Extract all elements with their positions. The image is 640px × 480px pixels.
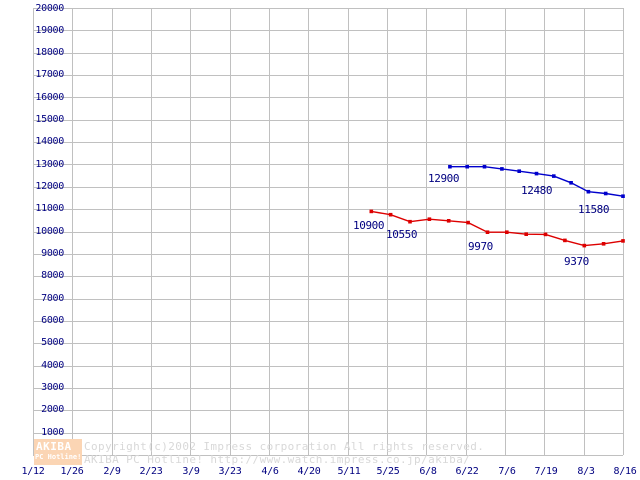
data-point-marker xyxy=(517,169,521,173)
x-tick-5-25: 5/25 xyxy=(376,466,400,477)
akiba-logo-badge: AKIBA PC Hotline! xyxy=(34,439,82,465)
x-tick-2-23: 2/23 xyxy=(139,466,163,477)
data-point-marker xyxy=(505,230,509,234)
y-tick-5000: 5000 xyxy=(41,337,64,348)
data-point-marker xyxy=(563,238,567,243)
data-label-10900: 10900 xyxy=(353,219,385,232)
data-point-marker xyxy=(601,242,606,246)
y-tick-7000: 7000 xyxy=(41,293,64,304)
x-tick-8-3: 8/3 xyxy=(577,466,595,477)
data-point-marker xyxy=(534,171,539,176)
data-point-marker xyxy=(427,217,432,221)
y-tick-3000: 3000 xyxy=(41,382,64,393)
y-tick-10000: 10000 xyxy=(35,226,64,237)
data-point-marker xyxy=(369,209,374,214)
data-label-9370: 9370 xyxy=(564,255,589,268)
watermark-url-line: AKIBA PC Hotline! http://www.watch.impre… xyxy=(84,453,471,466)
x-tick-4-20: 4/20 xyxy=(297,466,321,477)
y-tick-20000: 20000 xyxy=(35,3,64,14)
y-tick-15000: 15000 xyxy=(35,114,64,125)
data-label-12900: 12900 xyxy=(428,172,460,185)
x-tick-1-12: 1/12 xyxy=(21,466,45,477)
x-tick-5-11: 5/11 xyxy=(337,466,361,477)
x-tick-7-19: 7/19 xyxy=(534,466,558,477)
data-point-marker xyxy=(582,243,587,248)
data-point-marker xyxy=(485,230,490,234)
data-point-marker xyxy=(621,239,625,243)
y-tick-1000: 1000 xyxy=(41,427,64,438)
data-point-marker xyxy=(408,219,412,224)
y-tick-16000: 16000 xyxy=(35,92,64,103)
x-tick-7-6: 7/6 xyxy=(498,466,516,477)
grid-lines xyxy=(33,8,624,456)
x-tick-2-9: 2/9 xyxy=(103,466,121,477)
y-tick-11000: 11000 xyxy=(35,203,64,214)
data-point-marker xyxy=(465,164,469,169)
y-tick-14000: 14000 xyxy=(35,136,64,147)
y-tick-18000: 18000 xyxy=(35,47,64,58)
series-blue-series xyxy=(448,164,625,198)
data-point-marker xyxy=(603,191,608,196)
x-tick-3-23: 3/23 xyxy=(218,466,242,477)
data-label-11580: 11580 xyxy=(578,203,610,216)
data-label-10550: 10550 xyxy=(386,228,418,241)
y-tick-17000: 17000 xyxy=(35,69,64,80)
data-series-layer xyxy=(369,164,625,248)
y-tick-9000: 9000 xyxy=(41,248,64,259)
x-tick-8-16: 8/16 xyxy=(613,466,637,477)
data-label-9970: 9970 xyxy=(468,240,493,253)
data-point-marker xyxy=(552,174,556,178)
data-point-marker xyxy=(448,164,452,169)
x-tick-4-6: 4/6 xyxy=(261,466,279,477)
data-point-marker xyxy=(388,212,393,217)
x-tick-6-8: 6/8 xyxy=(419,466,437,477)
data-label-12480: 12480 xyxy=(521,184,553,197)
akiba-logo-top-text: AKIBA xyxy=(36,440,72,453)
data-point-marker xyxy=(621,194,625,198)
data-point-marker xyxy=(446,219,451,223)
series-red-series xyxy=(369,209,625,248)
y-tick-6000: 6000 xyxy=(41,315,64,326)
y-tick-8000: 8000 xyxy=(41,270,64,281)
y-tick-13000: 13000 xyxy=(35,159,64,170)
data-point-marker xyxy=(524,232,528,236)
data-point-marker xyxy=(500,167,504,171)
data-point-marker xyxy=(466,220,470,225)
series-line xyxy=(371,210,624,247)
data-point-marker xyxy=(586,189,591,194)
y-tick-4000: 4000 xyxy=(41,360,64,371)
y-tick-2000: 2000 xyxy=(41,404,64,415)
x-tick-6-22: 6/22 xyxy=(455,466,479,477)
x-tick-3-9: 3/9 xyxy=(182,466,200,477)
data-point-marker xyxy=(482,164,487,169)
watermark-copyright-line: Copyright(c)2002 Impress corporation All… xyxy=(84,440,485,453)
data-point-marker xyxy=(569,181,573,185)
y-tick-12000: 12000 xyxy=(35,181,64,192)
y-tick-19000: 19000 xyxy=(35,25,64,36)
x-tick-1-26: 1/26 xyxy=(60,466,84,477)
data-point-marker xyxy=(543,232,548,237)
akiba-logo-bottom-text: PC Hotline! xyxy=(35,453,82,461)
